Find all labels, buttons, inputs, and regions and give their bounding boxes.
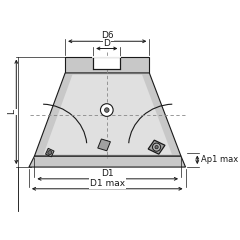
Circle shape [101,104,113,116]
Bar [93,57,120,69]
Text: D1: D1 [101,169,114,178]
Polygon shape [98,139,110,151]
Text: L: L [7,109,16,114]
Text: D: D [103,39,110,48]
Text: D1 max: D1 max [90,179,125,188]
Polygon shape [148,140,165,154]
Polygon shape [29,156,186,167]
Polygon shape [43,75,172,154]
Polygon shape [46,148,54,157]
Polygon shape [65,57,149,73]
Circle shape [105,108,109,112]
Text: D6: D6 [101,31,114,40]
Text: Ap1 max: Ap1 max [201,155,238,164]
Circle shape [155,145,158,149]
Circle shape [152,143,161,151]
Polygon shape [34,73,181,156]
Circle shape [48,150,52,155]
